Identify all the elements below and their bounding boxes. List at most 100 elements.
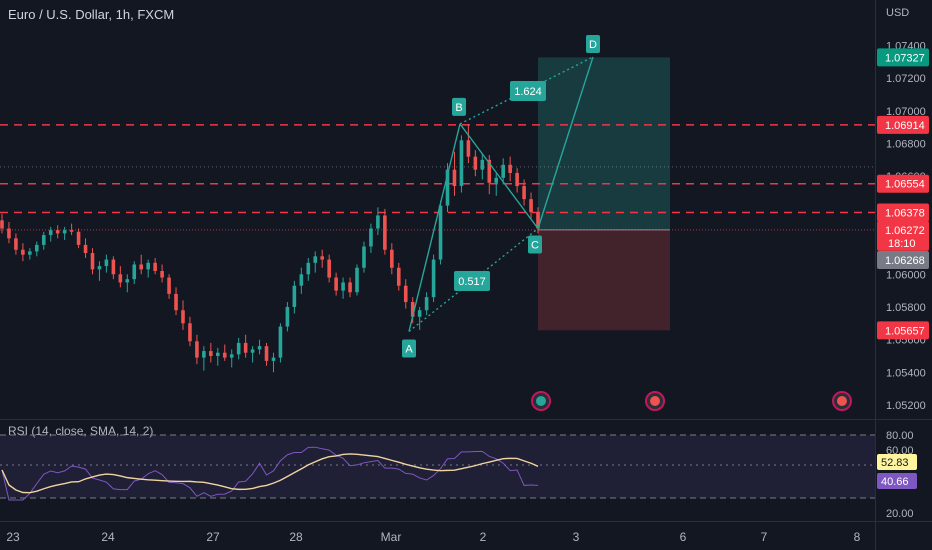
currency-label: USD bbox=[886, 7, 910, 19]
price-tag-gray: 1.06268 bbox=[885, 255, 925, 267]
rsi-value-tag: 40.66 bbox=[881, 476, 909, 488]
candle-body bbox=[104, 259, 109, 267]
price-tag-stop-box bbox=[877, 321, 929, 340]
candle-body bbox=[97, 266, 102, 270]
candle-body bbox=[132, 264, 137, 280]
price-tag-current-box bbox=[877, 220, 929, 251]
candle-body bbox=[529, 199, 533, 213]
candle-body bbox=[271, 357, 276, 361]
time-tick-label: 8 bbox=[854, 530, 861, 544]
candle-body bbox=[146, 262, 150, 270]
candle-body bbox=[438, 205, 443, 260]
point-a-label-box bbox=[402, 339, 416, 358]
candle-body bbox=[69, 230, 74, 232]
candle-body bbox=[236, 342, 241, 355]
candle-body bbox=[222, 352, 227, 358]
candle-body bbox=[83, 244, 88, 254]
candle-body bbox=[348, 282, 352, 293]
rsi-level-80: 80.00 bbox=[886, 430, 914, 442]
time-axis[interactable]: 23 24 27 28 Mar 2 3 6 7 8 bbox=[6, 530, 860, 544]
price-tag-countdown: 18:10 bbox=[888, 238, 916, 250]
candle-body bbox=[334, 277, 338, 291]
candle-body bbox=[341, 282, 345, 291]
candle-body bbox=[118, 274, 123, 283]
candle-body bbox=[306, 262, 311, 275]
candle-body bbox=[501, 164, 505, 178]
candle-body bbox=[536, 212, 540, 229]
candle-body bbox=[369, 228, 373, 247]
time-tick-label: 24 bbox=[101, 530, 115, 544]
ratio-bd-label-box bbox=[510, 81, 546, 101]
candle-body bbox=[55, 230, 60, 234]
candle-body bbox=[396, 267, 401, 286]
symbol-title: Euro / U.S. Dollar, 1h, FXCM bbox=[8, 7, 175, 22]
candle-body bbox=[181, 310, 185, 324]
price-axis[interactable]: 1.074001.072001.070001.068001.066001.064… bbox=[877, 41, 929, 521]
leg-cd bbox=[537, 56, 594, 229]
candle-body bbox=[35, 244, 39, 252]
candle-body bbox=[417, 310, 422, 317]
candle-body bbox=[90, 253, 95, 270]
candle-body bbox=[215, 352, 220, 356]
us-event-icon-2-inner bbox=[837, 396, 847, 406]
candle-body bbox=[362, 246, 366, 268]
price-tag-stop: 1.05657 bbox=[885, 325, 925, 337]
harmonic-pattern: A B C D 0.517 1.624 bbox=[402, 34, 600, 358]
candle-body bbox=[14, 238, 18, 250]
price-tick-label: 1.06000 bbox=[886, 269, 926, 281]
candle-body bbox=[111, 259, 116, 275]
candle-body bbox=[76, 231, 81, 245]
candle-body bbox=[167, 277, 171, 294]
candle-body bbox=[250, 349, 255, 353]
time-tick-label: 27 bbox=[206, 530, 220, 544]
leg-ab bbox=[408, 123, 461, 332]
time-tick-label: 3 bbox=[573, 530, 580, 544]
candle-body bbox=[195, 341, 199, 358]
candle-body bbox=[285, 306, 290, 327]
candle-body bbox=[299, 274, 304, 286]
economic-events[interactable] bbox=[531, 391, 852, 411]
stop-zone bbox=[538, 229, 670, 331]
point-a-label: A bbox=[405, 343, 413, 355]
point-b-label-box bbox=[452, 97, 466, 116]
candle-body bbox=[48, 230, 53, 236]
candles bbox=[0, 123, 540, 373]
price-tag-target-box bbox=[877, 48, 929, 67]
candle-body bbox=[202, 351, 206, 358]
candle-body bbox=[313, 256, 318, 263]
candle-body bbox=[243, 342, 248, 353]
candle-body bbox=[452, 169, 457, 187]
price-tick-label: 1.07000 bbox=[886, 106, 926, 118]
rsi-ma-tag: 52.83 bbox=[881, 457, 909, 469]
candle-body bbox=[327, 259, 331, 278]
rsi-ma-tag-box bbox=[877, 454, 917, 470]
candle-body bbox=[7, 228, 11, 239]
candle-body bbox=[473, 156, 478, 170]
candle-body bbox=[403, 285, 408, 303]
candle-body bbox=[466, 140, 471, 157]
price-tag-level: 1.06914 bbox=[885, 120, 925, 132]
price-tag-gray-box bbox=[877, 251, 929, 269]
candle-body bbox=[508, 164, 512, 173]
candle-body bbox=[355, 267, 359, 293]
time-tick-label: 7 bbox=[761, 530, 768, 544]
candle-body bbox=[160, 271, 164, 278]
price-tick-label: 1.07200 bbox=[886, 73, 926, 85]
candle-body bbox=[278, 326, 283, 358]
price-tag-level-box bbox=[877, 174, 929, 193]
price-tag-level-box bbox=[877, 115, 929, 134]
candle-body bbox=[209, 351, 213, 356]
candle-body bbox=[320, 256, 325, 260]
time-tick-label: 6 bbox=[680, 530, 687, 544]
price-tick-label: 1.05800 bbox=[886, 302, 926, 314]
point-c-label-box bbox=[528, 235, 542, 254]
price-tag-target: 1.07327 bbox=[885, 52, 925, 64]
point-b-label: B bbox=[455, 102, 462, 114]
candle-body bbox=[487, 159, 492, 183]
price-tag-level: 1.06554 bbox=[885, 179, 925, 191]
ratio-ab-label-box bbox=[454, 271, 490, 291]
candle-body bbox=[229, 354, 234, 358]
candle-body bbox=[0, 220, 4, 229]
candle-body bbox=[445, 169, 450, 206]
